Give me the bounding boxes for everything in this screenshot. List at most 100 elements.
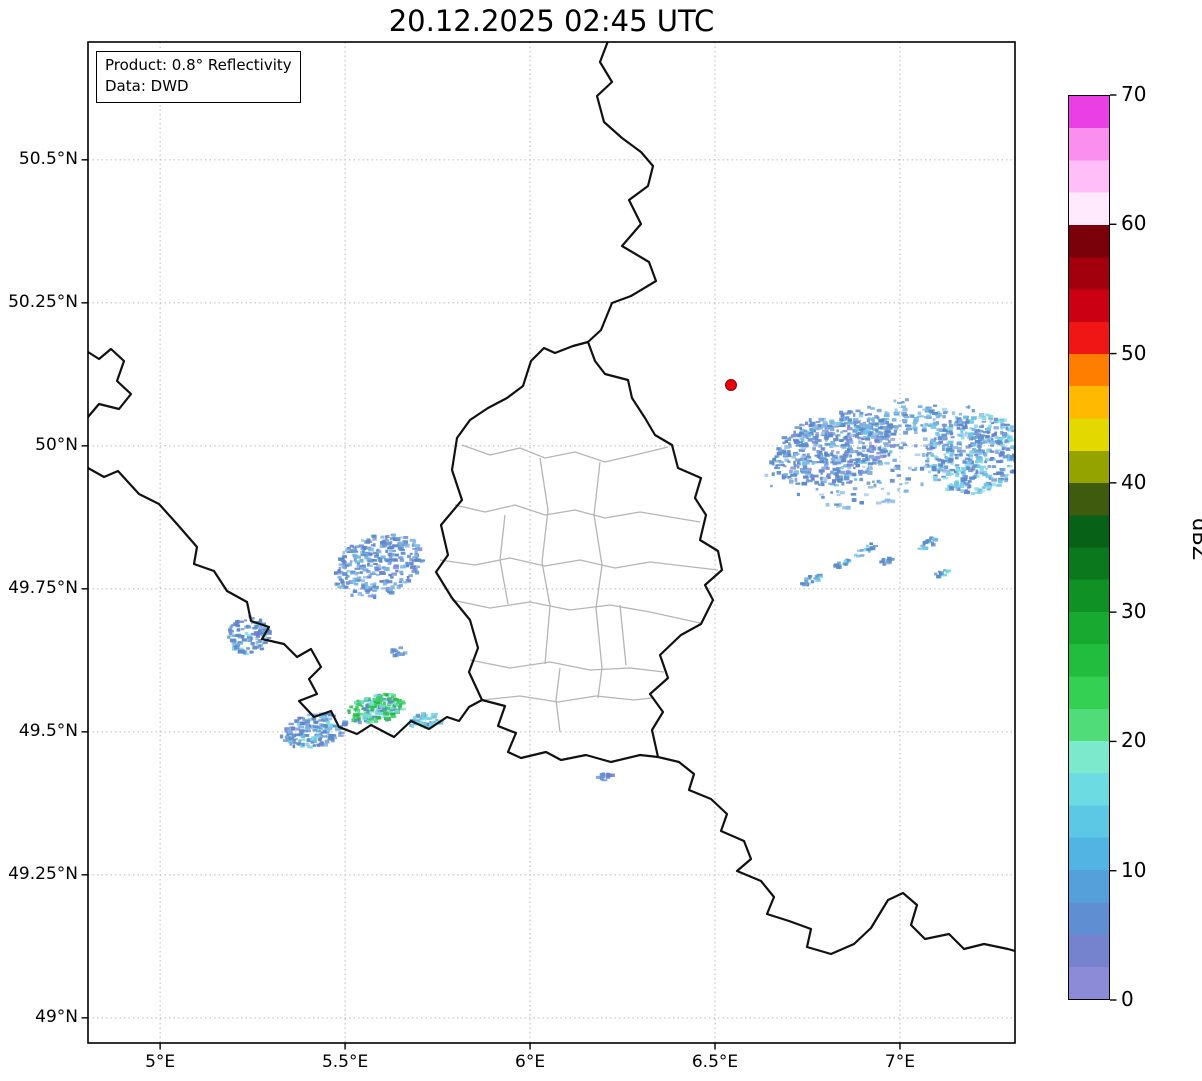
echo-pixel <box>854 553 858 557</box>
echo-pixel <box>1010 445 1015 449</box>
echo-pixel <box>315 720 319 725</box>
echo-pixel <box>854 478 858 481</box>
echo-pixel <box>389 558 394 562</box>
echo-pixel <box>903 414 908 418</box>
echo-pixel <box>409 558 414 562</box>
echo-pixel <box>373 694 378 698</box>
echo-pixel <box>809 473 813 477</box>
echo-pixel <box>868 425 872 429</box>
echo-pixel <box>967 435 971 439</box>
echo-pixel <box>980 434 985 437</box>
echo-pixel <box>872 428 876 431</box>
echo-pixel <box>975 432 981 437</box>
echo-pixel <box>950 427 954 430</box>
echo-pixel <box>398 541 404 546</box>
echo-pixel <box>370 583 374 586</box>
echo-cluster-tiny-south-dash <box>595 772 615 782</box>
echo-pixel <box>295 738 298 741</box>
echo-pixel <box>391 648 397 653</box>
echo-pixel <box>876 501 882 505</box>
echo-pixel <box>929 423 934 427</box>
echo-pixel <box>310 740 315 744</box>
echo-pixel <box>956 447 962 451</box>
echo-pixel <box>366 720 370 724</box>
echo-pixel <box>1011 429 1015 433</box>
echo-pixel <box>989 458 994 461</box>
echo-pixel <box>976 456 983 461</box>
echo-pixel <box>370 702 375 706</box>
echo-pixel <box>949 453 954 457</box>
echo-pixel <box>887 560 892 565</box>
echo-pixel <box>414 553 419 558</box>
echo-pixel <box>967 420 973 424</box>
echo-pixel <box>1005 447 1011 451</box>
y-tick-label: 49°N <box>35 1006 78 1027</box>
echo-pixel <box>299 744 305 748</box>
echo-pixel <box>874 429 878 432</box>
echo-pixel <box>991 433 995 438</box>
echo-pixel <box>975 471 979 475</box>
echo-pixel <box>393 558 398 562</box>
echo-pixel <box>796 441 803 444</box>
echo-pixel <box>849 433 854 437</box>
echo-pixel <box>807 455 812 459</box>
echo-pixel <box>362 564 367 569</box>
echo-pixel <box>815 434 819 438</box>
echo-pixel <box>250 622 256 625</box>
echo-pixel <box>305 722 310 725</box>
echo-pixel <box>932 467 937 472</box>
echo-pixel <box>297 716 304 719</box>
echo-pixel <box>856 555 861 558</box>
echo-pixel <box>357 578 361 582</box>
echo-pixel <box>919 466 925 471</box>
echo-pixel <box>847 410 852 413</box>
canton-line-1 <box>461 444 669 463</box>
echo-pixel <box>338 734 344 737</box>
echo-pixel <box>842 506 846 510</box>
echo-pixel <box>350 560 353 563</box>
echo-pixel <box>230 624 235 627</box>
echo-pixel <box>954 416 958 420</box>
echo-pixel <box>382 579 388 583</box>
echo-pixel <box>793 430 796 435</box>
echo-pixel <box>935 458 941 461</box>
echo-pixel <box>793 470 799 475</box>
echo-pixel <box>898 446 904 450</box>
echo-pixel <box>399 707 406 711</box>
echo-pixel <box>801 462 807 466</box>
echo-pixel <box>959 452 963 456</box>
echo-pixel <box>830 491 833 494</box>
echo-pixel <box>1017 450 1022 454</box>
echo-pixel <box>356 560 362 563</box>
echo-pixel <box>877 446 882 451</box>
echo-pixel <box>303 734 310 737</box>
echo-pixel <box>395 654 399 657</box>
echo-pixel <box>249 650 253 654</box>
echo-pixel <box>366 590 371 593</box>
echo-pixel <box>387 697 391 701</box>
echo-pixel <box>363 697 369 701</box>
echo-pixel <box>964 462 971 467</box>
echo-pixel <box>897 487 900 492</box>
echo-pixel <box>945 569 951 573</box>
echo-pixel <box>366 713 372 718</box>
echo-pixel <box>795 458 800 462</box>
echo-pixel <box>287 731 291 734</box>
echo-pixel <box>937 470 941 474</box>
echo-pixel <box>874 425 879 428</box>
echo-pixel <box>842 430 848 433</box>
echo-pixel <box>349 549 355 553</box>
echo-cluster-mini-patch-650 <box>390 646 408 658</box>
echo-pixel <box>365 568 368 571</box>
echo-pixel <box>986 474 993 478</box>
echo-pixel <box>374 567 380 571</box>
echo-pixel <box>293 733 297 738</box>
echo-pixel <box>241 636 244 639</box>
echo-pixel <box>867 413 873 416</box>
echo-pixel <box>936 574 941 579</box>
echo-pixel <box>927 465 934 468</box>
echo-pixel <box>890 444 896 448</box>
echo-pixel <box>914 430 918 435</box>
